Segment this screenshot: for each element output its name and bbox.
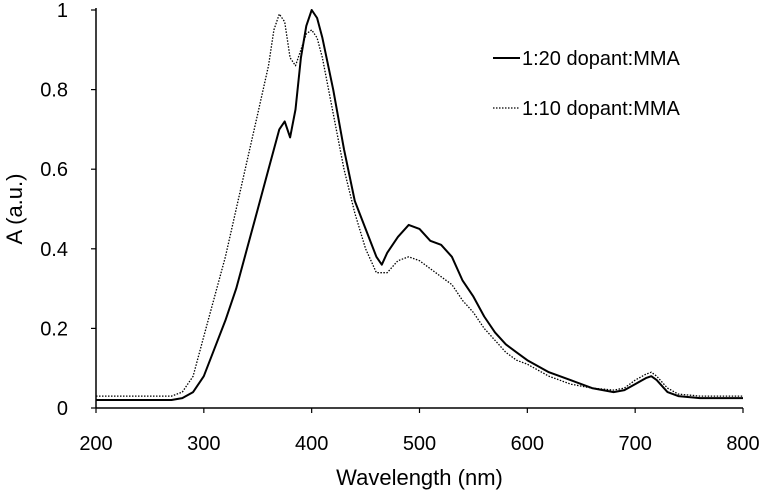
x-axis xyxy=(95,407,744,413)
series-line xyxy=(96,13,743,397)
y-tick-label: 1 xyxy=(57,0,68,22)
x-tick-label: 500 xyxy=(403,433,436,455)
y-tick-label: 0 xyxy=(57,398,68,420)
x-tick-label: 400 xyxy=(295,433,328,455)
x-tick-label: 300 xyxy=(187,433,220,455)
x-axis-title: Wavelength (nm) xyxy=(336,465,503,490)
legend-label: 1:10 dopant:MMA xyxy=(522,98,681,120)
y-tick-label: 0.2 xyxy=(40,318,68,340)
legend: 1:20 dopant:MMA 1:10 dopant:MMA xyxy=(493,48,681,120)
y-tick-labels: 0 0.2 0.4 0.6 0.8 1 xyxy=(40,0,68,420)
y-axis xyxy=(91,8,97,409)
plot-lines xyxy=(96,9,743,401)
series-line xyxy=(96,9,743,401)
x-tick-label: 600 xyxy=(511,433,544,455)
y-tick-label: 0.6 xyxy=(40,159,68,181)
y-axis-title: A (a.u.) xyxy=(2,174,27,245)
x-tick-label: 200 xyxy=(79,433,112,455)
legend-label: 1:20 dopant:MMA xyxy=(522,48,681,70)
x-tick-labels: 200 300 400 500 600 700 800 xyxy=(79,433,759,455)
y-tick-label: 0.4 xyxy=(40,239,68,261)
x-tick-label: 800 xyxy=(726,433,759,455)
x-tick-label: 700 xyxy=(618,433,651,455)
y-tick-label: 0.8 xyxy=(40,80,68,102)
